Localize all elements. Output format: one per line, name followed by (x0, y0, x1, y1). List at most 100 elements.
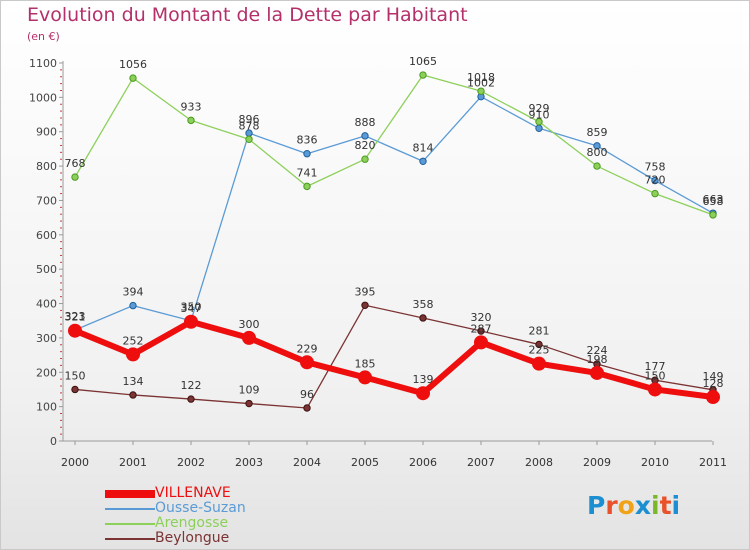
data-label: 134 (123, 375, 144, 388)
data-label: 800 (587, 146, 608, 159)
data-point (593, 162, 601, 170)
data-label: 1018 (467, 71, 495, 84)
data-label: 96 (300, 388, 314, 401)
legend-swatch (105, 537, 155, 540)
data-label: 281 (529, 324, 550, 337)
y-tick-label: 1100 (29, 57, 57, 70)
legend-swatch (105, 489, 155, 498)
data-point (184, 314, 198, 329)
data-label: 177 (645, 360, 666, 373)
data-label: 658 (703, 195, 724, 208)
series-line-ousse-suzan (74, 96, 714, 331)
data-point (245, 135, 253, 143)
logo-letter: i (651, 491, 660, 520)
data-label: 1002 (467, 77, 495, 90)
data-point (535, 118, 543, 126)
data-label: 149 (703, 370, 724, 383)
y-tick-label: 0 (50, 435, 57, 448)
x-tick-label: 2007 (467, 456, 495, 469)
data-label: 933 (181, 100, 202, 113)
data-point (706, 390, 720, 405)
data-point (361, 301, 369, 309)
data-point (535, 340, 543, 349)
data-label: 185 (355, 357, 376, 370)
data-point (129, 74, 137, 82)
data-label: 896 (239, 113, 260, 126)
data-point (651, 189, 659, 198)
data-label: 1065 (409, 55, 437, 68)
series-line-villenave (72, 318, 716, 401)
data-point (68, 323, 82, 338)
logo-letter: t (659, 491, 672, 520)
data-label: 224 (587, 344, 608, 357)
data-label: 300 (239, 318, 260, 331)
data-point (419, 71, 427, 79)
legend-label: Beylongue (155, 530, 230, 546)
data-label: 888 (355, 116, 376, 129)
data-point (129, 391, 137, 399)
data-label: 663 (703, 193, 724, 206)
data-label: 394 (123, 286, 144, 299)
y-tick-label: 800 (36, 160, 57, 173)
data-label: 347 (181, 302, 202, 315)
data-point (358, 370, 372, 385)
data-point (187, 395, 195, 403)
x-tick-label: 2008 (525, 456, 553, 469)
data-point (361, 132, 369, 140)
x-tick-label: 2001 (119, 456, 147, 469)
data-point (535, 124, 543, 132)
data-label: 229 (297, 342, 318, 355)
logo-letter: o (617, 491, 635, 520)
data-label: 287 (471, 322, 492, 335)
data-point (651, 176, 659, 185)
data-label: 1056 (119, 58, 147, 71)
data-point (416, 386, 430, 401)
y-tick-label: 600 (36, 229, 57, 242)
data-label: 814 (413, 141, 434, 154)
y-tick-label: 200 (36, 366, 57, 379)
data-point (419, 314, 427, 322)
data-label: 150 (65, 369, 86, 382)
legend-label: Ousse-Suzan (155, 500, 246, 516)
x-tick-label: 2004 (293, 456, 321, 469)
data-point (477, 87, 485, 95)
data-label: 252 (123, 334, 144, 347)
logo-letter: r (605, 491, 618, 520)
data-label: 225 (529, 344, 550, 357)
y-tick-label: 700 (36, 194, 57, 207)
data-point (129, 301, 137, 310)
y-tick-label: 100 (36, 401, 57, 414)
logo-letter: P (587, 491, 606, 520)
data-point (242, 330, 256, 345)
logo-letter: x (634, 491, 651, 520)
x-tick-label: 2011 (699, 456, 727, 469)
data-label: 122 (181, 379, 202, 392)
data-point (474, 335, 488, 350)
data-point (300, 355, 314, 370)
x-tick-label: 2002 (177, 456, 205, 469)
data-label: 350 (181, 301, 202, 314)
data-point (71, 173, 79, 181)
data-point (593, 142, 601, 150)
data-label: 720 (645, 174, 666, 187)
data-point (71, 385, 79, 394)
data-label: 320 (471, 311, 492, 324)
x-tick-label: 2006 (409, 456, 437, 469)
data-label: 323 (65, 310, 86, 323)
proxiti-logo: Proxiti (587, 491, 680, 520)
x-tick-label: 2003 (235, 456, 263, 469)
legend-label: VILLENAVE (155, 485, 231, 501)
y-tick-label: 500 (36, 263, 57, 276)
data-label: 820 (355, 139, 376, 152)
logo-letter: i (671, 491, 681, 520)
data-point (361, 155, 369, 163)
data-label: 878 (239, 119, 260, 132)
y-tick-label: 900 (36, 126, 57, 139)
data-point (303, 404, 311, 412)
x-tick-label: 2000 (61, 456, 89, 469)
data-label: 768 (65, 157, 86, 170)
legend-label: Arengosse (155, 515, 229, 531)
data-label: 859 (587, 126, 608, 139)
